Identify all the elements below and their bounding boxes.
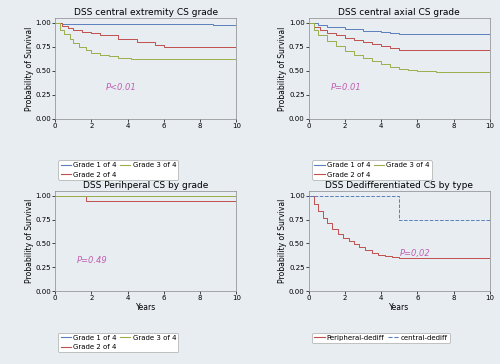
Text: P=0.49: P=0.49	[77, 256, 108, 265]
Title: DSS central extremity CS grade: DSS central extremity CS grade	[74, 8, 218, 17]
Title: DSS Dedifferentiated CS by type: DSS Dedifferentiated CS by type	[326, 181, 474, 190]
Text: P=0.01: P=0.01	[330, 83, 361, 92]
Legend: Grade 1 of 4, Grade 2 of 4, Grade 3 of 4: Grade 1 of 4, Grade 2 of 4, Grade 3 of 4	[58, 333, 178, 352]
X-axis label: Years: Years	[389, 303, 409, 312]
Text: P=0,02: P=0,02	[400, 249, 430, 258]
Legend: Grade 1 of 4, Grade 2 of 4, Grade 3 of 4: Grade 1 of 4, Grade 2 of 4, Grade 3 of 4	[58, 160, 178, 180]
Y-axis label: Probability of Survival: Probability of Survival	[24, 26, 34, 111]
Legend: Grade 1 of 4, Grade 2 of 4, Grade 3 of 4: Grade 1 of 4, Grade 2 of 4, Grade 3 of 4	[312, 160, 432, 180]
Y-axis label: Probability of Survival: Probability of Survival	[24, 199, 34, 283]
X-axis label: Years: Years	[136, 303, 156, 312]
Text: P<0.01: P<0.01	[106, 83, 136, 92]
Y-axis label: Probability of Survival: Probability of Survival	[278, 199, 287, 283]
Title: DSS Perihperal CS by grade: DSS Perihperal CS by grade	[83, 181, 208, 190]
Legend: Peripheral-dediff, central-dediff: Peripheral-dediff, central-dediff	[312, 333, 450, 343]
Title: DSS central axial CS grade: DSS central axial CS grade	[338, 8, 460, 17]
Y-axis label: Probability of Survival: Probability of Survival	[278, 26, 287, 111]
